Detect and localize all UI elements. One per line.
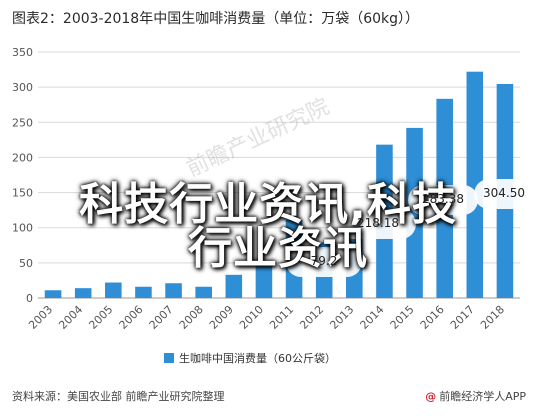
bar [44,290,62,298]
x-tick-label: 2009 [207,303,236,332]
x-tick-label: 2015 [388,303,417,332]
brand-name: 前瞻经济学人APP [439,390,526,403]
x-tick-label: 2018 [478,303,507,332]
y-tick-label: 150 [12,187,33,200]
data-label-bubble-2018 [474,179,534,209]
bar [466,71,484,299]
x-tick-label: 2014 [358,303,387,332]
source-note: 资料来源：美国农业部 前瞻产业研究院整理 [12,390,225,403]
data-label: 79.2 [310,254,338,268]
x-tick-label: 2008 [177,303,206,332]
bar [135,286,152,298]
legend-label: 生咖啡中国消费量（60公斤袋） [179,351,336,365]
bar [105,282,122,298]
y-tick-label: 250 [12,116,33,129]
y-tick-label: 50 [19,257,33,270]
bar [225,274,243,298]
x-tick-label: 2004 [56,303,85,332]
legend-swatch [164,353,174,363]
data-label: 283.38 [422,192,464,206]
data-label: 218.18 [357,216,399,230]
data-label-bubble-2016 [408,185,478,215]
x-tick-label: 2005 [86,303,115,332]
data-label-bubble-2014 [340,209,416,239]
x-tick-label: 2006 [117,303,146,332]
y-tick-label: 100 [12,222,33,235]
y-tick-label: 200 [12,151,33,164]
brand-credit: @ 前瞻经济学人APP [425,388,526,404]
x-tick-label: 2013 [327,303,356,332]
x-tick-label: 2011 [267,303,296,332]
x-tick-label: 2003 [26,303,55,332]
chart-title: 图表2：2003-2018年中国生咖啡消费量（单位：万袋（60kg）） [12,11,420,27]
y-tick-label: 300 [12,81,33,94]
y-tick-label: 0 [26,292,33,305]
x-tick-label: 2007 [147,303,176,332]
x-tick-label: 2012 [297,303,326,332]
bar [255,262,273,298]
data-label: 304.50 [483,186,525,200]
x-tick-label: 2017 [448,303,477,332]
bar [195,286,212,298]
bar [165,283,182,298]
data-label-bubble-2012 [286,247,362,277]
brand-logo-icon: @ [425,390,437,403]
bar [74,288,92,298]
x-tick-label: 2016 [418,303,447,332]
y-tick-label: 350 [12,46,33,59]
x-tick-label: 2010 [237,303,266,332]
